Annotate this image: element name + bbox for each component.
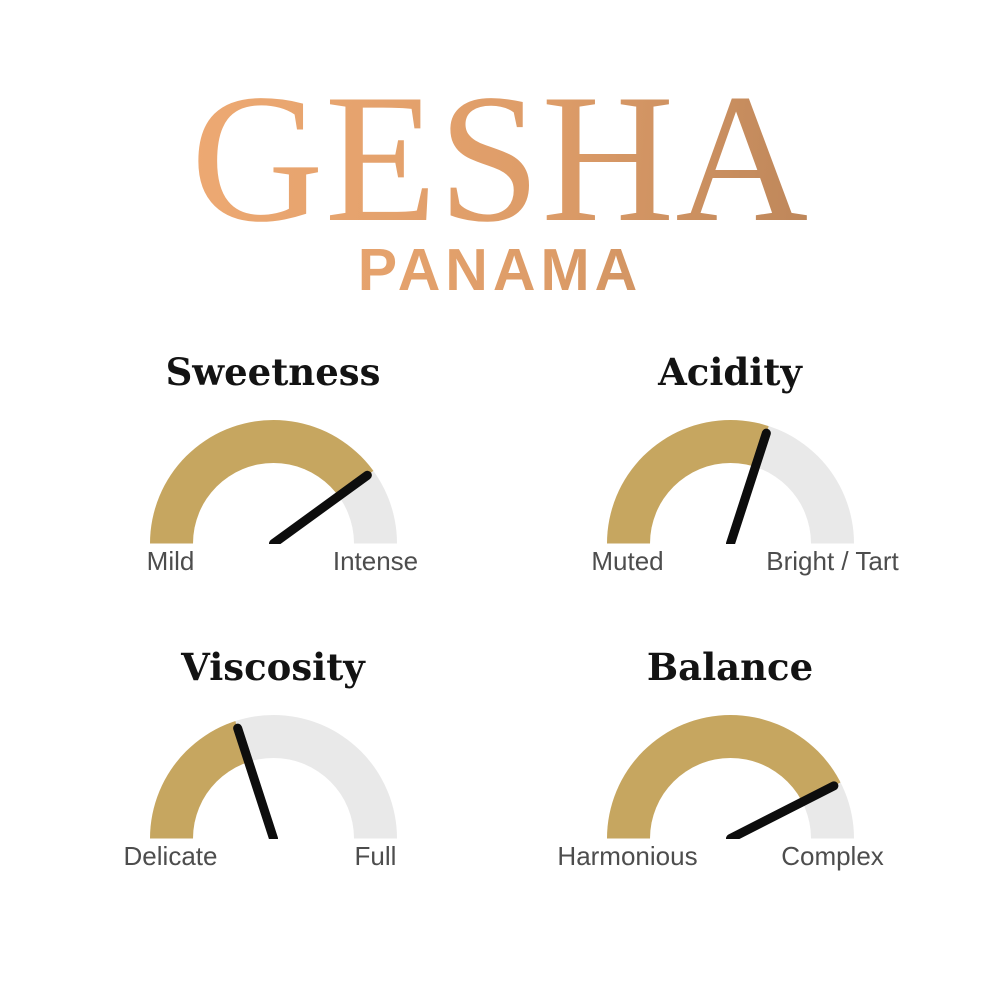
gauge-labels: Muted Bright / Tart: [591, 544, 898, 580]
gauge-acidity: Acidity Muted Bright / Tart: [540, 352, 920, 580]
gauge-min-label: Mild: [146, 546, 195, 576]
gauge-viscosity: Viscosity Delicate Full: [83, 647, 463, 875]
gauge-min-label: Muted: [591, 546, 664, 576]
gauge-max-label: Complex: [781, 841, 884, 871]
gauge-sweetness: Sweetness Mild Intense: [83, 352, 463, 580]
gauge-title: Sweetness: [165, 350, 381, 394]
gauge-labels: Delicate Full: [124, 839, 397, 875]
gauge-max-label: Full: [354, 841, 397, 871]
gauge-max-label: Bright / Tart: [766, 546, 899, 576]
gauge-arc: [149, 420, 397, 544]
gauge-title: Balance: [646, 645, 814, 689]
gauge-balance: Balance Harmonious Complex: [540, 647, 920, 875]
brand-subtitle: PANAMA: [0, 241, 1000, 300]
gauge-title: Viscosity: [181, 645, 365, 689]
gauge-arc: [606, 420, 854, 544]
gauge-labels: Harmonious Complex: [557, 839, 883, 875]
gauge-min-label: Harmonious: [557, 841, 698, 871]
gauge-arc: [606, 715, 854, 839]
gauge-max-label: Intense: [332, 546, 419, 576]
gauge-min-label: Delicate: [123, 841, 218, 871]
gauge-arc: [149, 715, 397, 839]
brand-title: GESHA: [0, 66, 1000, 250]
gauge-title: Acidity: [658, 350, 802, 394]
gauge-labels: Mild Intense: [146, 544, 418, 580]
